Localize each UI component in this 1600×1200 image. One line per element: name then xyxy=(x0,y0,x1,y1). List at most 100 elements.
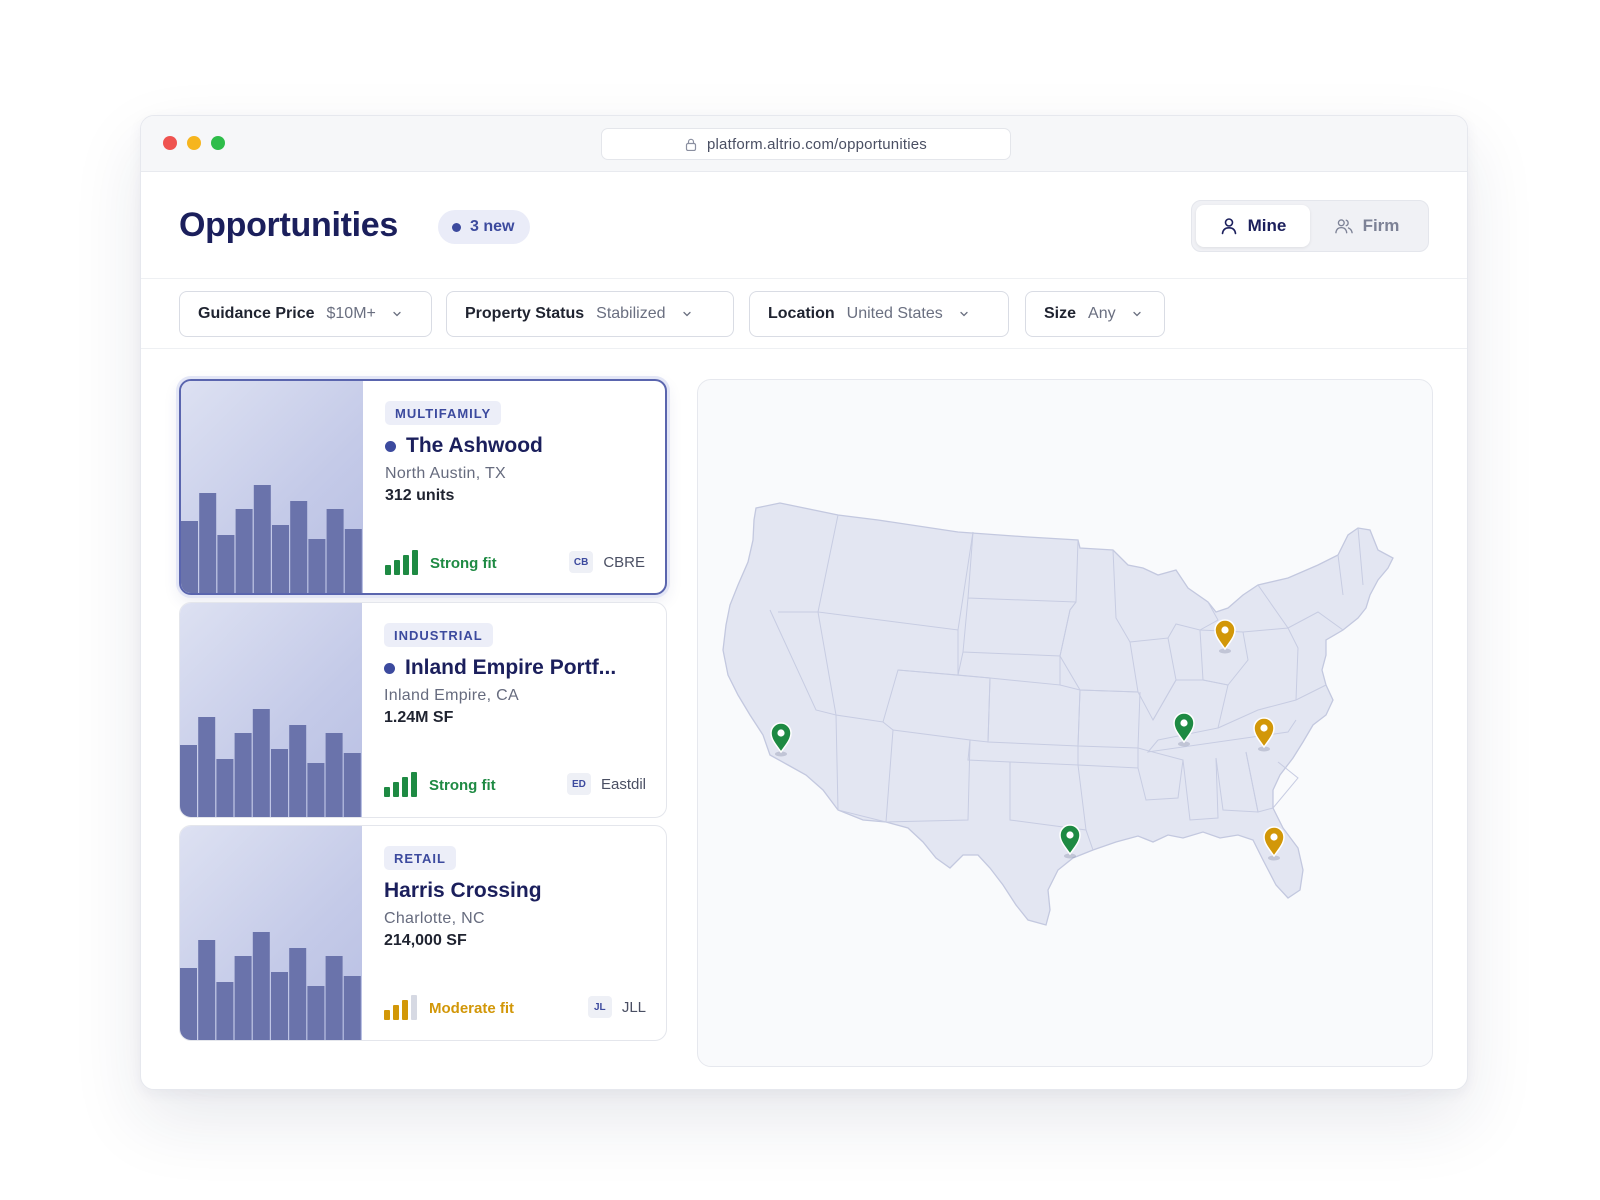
building-block xyxy=(307,763,325,817)
fit-bar xyxy=(394,560,400,575)
map-pin-icon[interactable] xyxy=(1173,712,1195,747)
mine-label: Mine xyxy=(1247,216,1287,235)
property-type-badge: MULTIFAMILY xyxy=(385,401,502,425)
property-name-text: Harris Crossing xyxy=(384,879,542,902)
chevron-down-icon xyxy=(682,311,691,317)
browser-titlebar: platform.altrio.com/opportunities xyxy=(141,116,1467,172)
property-thumbnail xyxy=(180,603,362,817)
broker-name: CBRE xyxy=(603,553,645,571)
map-pin-icon[interactable] xyxy=(1263,826,1285,861)
map-pin-icon[interactable] xyxy=(770,722,792,757)
property-name[interactable]: Harris Crossing xyxy=(384,879,646,903)
address-bar[interactable]: platform.altrio.com/opportunities xyxy=(601,128,1011,160)
filter-property-status[interactable]: Property Status Stabilized xyxy=(446,291,734,337)
fit-bar xyxy=(402,777,408,797)
map-pin-icon[interactable] xyxy=(1059,824,1081,859)
building-block xyxy=(216,982,234,1040)
fit-bar xyxy=(393,782,399,797)
building-block xyxy=(198,717,216,817)
building-block xyxy=(217,535,235,593)
property-location: Inland Empire, CA xyxy=(384,687,519,704)
property-type-badge: INDUSTRIAL xyxy=(384,623,493,647)
browser-window: platform.altrio.com/opportunities Opport… xyxy=(140,115,1468,1090)
broker: JL JLL xyxy=(587,996,646,1018)
property-thumbnail xyxy=(181,381,363,593)
filter-value: United States xyxy=(846,305,943,322)
filter-value: Any xyxy=(1088,305,1116,322)
property-name-text: The Ashwood xyxy=(406,434,543,457)
fit-bar xyxy=(412,550,418,575)
broker: ED Eastdil xyxy=(566,773,646,795)
filter-value: $10M+ xyxy=(326,305,376,322)
close-window-button[interactable] xyxy=(163,136,177,150)
building-illustration xyxy=(181,485,362,593)
lock-icon xyxy=(685,138,697,151)
map-pin-icon[interactable] xyxy=(1214,619,1236,654)
broker-logo: CB xyxy=(568,551,594,573)
building-block xyxy=(235,509,253,593)
property-location: Charlotte, NC xyxy=(384,910,485,927)
filter-size[interactable]: Size Any xyxy=(1025,291,1165,337)
us-map xyxy=(722,502,1394,926)
maximize-window-button[interactable] xyxy=(211,136,225,150)
fit-bar xyxy=(384,1010,390,1020)
property-size: 1.24M SF xyxy=(384,709,454,726)
fit-bar xyxy=(402,1000,408,1020)
building-block xyxy=(290,501,308,593)
building-block xyxy=(216,759,234,817)
property-thumbnail xyxy=(180,826,362,1040)
mine-toggle-button[interactable]: Mine xyxy=(1196,205,1310,247)
building-block xyxy=(289,725,307,817)
filter-label: Size xyxy=(1044,305,1077,322)
chevron-down-icon xyxy=(960,311,968,317)
building-block xyxy=(198,940,216,1040)
fit-bars-icon xyxy=(384,994,417,1020)
property-name[interactable]: Inland Empire Portf... xyxy=(384,656,646,680)
new-count-badge: 3 new xyxy=(438,210,531,244)
user-icon xyxy=(1221,218,1236,235)
fit-bar xyxy=(411,772,417,797)
opportunities-map[interactable] xyxy=(697,379,1433,1067)
opportunity-card[interactable]: INDUSTRIAL Inland Empire Portf... Inland… xyxy=(179,602,667,818)
badge-dot xyxy=(452,222,461,232)
map-pin-icon[interactable] xyxy=(1253,717,1275,752)
fit-bars-icon xyxy=(385,549,418,575)
building-block xyxy=(253,485,271,593)
url-text: platform.altrio.com/opportunities xyxy=(706,135,928,153)
broker-logo: JL xyxy=(587,996,612,1018)
building-block xyxy=(344,529,362,593)
filter-label: Property Status xyxy=(465,305,585,322)
building-block xyxy=(199,493,217,593)
opportunity-card[interactable]: MULTIFAMILY The Ashwood North Austin, TX… xyxy=(179,379,667,595)
chevron-down-icon xyxy=(393,311,401,317)
fit-bar xyxy=(411,995,417,1020)
building-block xyxy=(272,525,289,593)
page-title: Opportunities xyxy=(179,206,398,244)
minimize-window-button[interactable] xyxy=(187,136,201,150)
page-header: Opportunities 3 new Mine Firm xyxy=(141,172,1467,279)
property-size: 312 units xyxy=(385,487,455,504)
fit-label: Strong fit xyxy=(430,555,497,572)
broker: CB CBRE xyxy=(568,551,645,573)
filter-location[interactable]: Location United States xyxy=(749,291,1009,337)
building-block xyxy=(271,749,288,817)
users-icon xyxy=(1334,219,1353,234)
building-block xyxy=(252,709,270,817)
building-block xyxy=(307,986,325,1040)
opportunity-card[interactable]: RETAIL Harris Crossing Charlotte, NC 214… xyxy=(179,825,667,1041)
property-name[interactable]: The Ashwood xyxy=(385,434,645,458)
fit-bar xyxy=(385,565,391,575)
filter-guidance-price[interactable]: Guidance Price $10M+ xyxy=(179,291,432,337)
chevron-down-icon xyxy=(1132,311,1141,317)
broker-logo: ED xyxy=(566,773,591,795)
property-size: 214,000 SF xyxy=(384,932,467,949)
broker-name: JLL xyxy=(621,998,646,1016)
fit-bar xyxy=(393,1005,399,1020)
fit-label: Moderate fit xyxy=(429,1000,515,1017)
building-block xyxy=(325,733,343,817)
filter-value: Stabilized xyxy=(596,305,666,322)
building-block xyxy=(180,745,197,817)
unread-dot xyxy=(385,440,396,452)
building-block xyxy=(343,753,361,817)
firm-toggle-button[interactable]: Firm xyxy=(1310,205,1424,247)
